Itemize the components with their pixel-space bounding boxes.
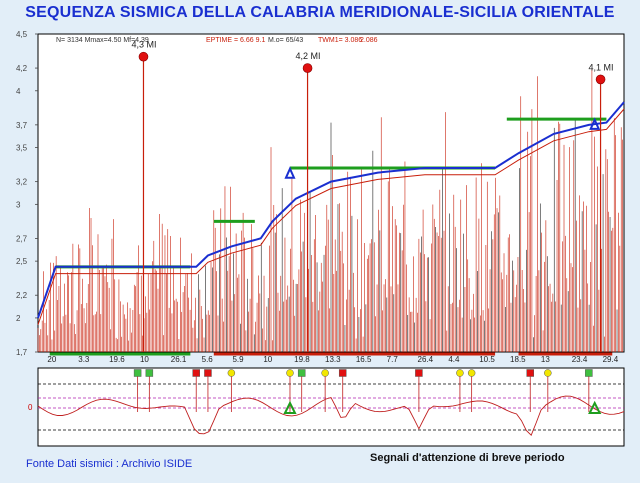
y-tick-label: 4,2 <box>16 64 28 73</box>
x-tick-label: 26.1 <box>171 355 187 364</box>
y-tick-label: 2 <box>16 314 21 323</box>
signal-marker-yellow <box>467 369 476 377</box>
bottom-panel <box>37 367 625 447</box>
event-spikes <box>37 69 623 352</box>
x-tick-label: 16.5 <box>356 355 372 364</box>
signal-marker-green <box>133 369 142 377</box>
signal-marker-yellow <box>227 369 236 377</box>
header-twm2: 2.086 <box>360 37 378 44</box>
y-tick-label: 2,2 <box>16 291 28 300</box>
mainshock-label: 4,3 MI <box>131 40 156 50</box>
signal-marker-yellow <box>321 369 329 377</box>
signal-marker-green <box>145 369 154 377</box>
x-tick-label: 4.4 <box>448 355 460 364</box>
trend-line <box>37 101 625 319</box>
signal-marker-yellow <box>286 369 294 377</box>
source-note: Fonte Dati sismici : Archivio ISIDE <box>26 458 193 470</box>
header-mo: M.o= 65/43 <box>268 37 303 44</box>
x-tick-label: 13.3 <box>325 355 341 364</box>
y-tick-label: 3 <box>16 200 21 209</box>
x-tick-label: 10 <box>263 355 272 364</box>
mainshock-label: 4,2 MI <box>296 51 321 61</box>
signal-marker-green <box>297 369 306 377</box>
signal-marker-yellow <box>456 369 464 377</box>
signal-marker-red <box>338 369 347 377</box>
x-tick-label: 10 <box>140 355 149 364</box>
y-tick-label: 1,7 <box>16 348 28 357</box>
x-tick-label: 7.7 <box>387 355 399 364</box>
header-eptime: EPTIME = 6.66 9.1 <box>206 37 265 44</box>
warning-triangle <box>589 117 601 130</box>
y-tick-label: 3,2 <box>16 178 28 187</box>
mainshock-marker <box>138 51 149 62</box>
signal-marker-green <box>585 369 593 377</box>
warning-triangle <box>284 166 296 179</box>
x-tick-label: 3.3 <box>78 355 90 364</box>
bottom-triangle <box>588 400 602 414</box>
mainshock-label: 4,1 MI <box>589 62 614 72</box>
page-title: SEQUENZA SISMICA DELLA CALABRIA MERIDION… <box>25 4 615 21</box>
y-tick-label: 4,5 <box>16 30 28 39</box>
x-tick-label: 19.6 <box>109 355 125 364</box>
signal-marker-red <box>204 369 212 377</box>
bottom-y-label: 0 <box>28 403 33 412</box>
signal-marker-red <box>415 369 423 377</box>
signal-marker-red <box>192 369 200 377</box>
mainshock-marker <box>302 63 313 73</box>
header-twm: TWM1= 3.086 <box>318 37 362 44</box>
x-tick-label: 23.4 <box>572 355 588 364</box>
signals-note: Segnali d'attenzione di breve periodo <box>370 452 565 464</box>
y-tick-label: 3,7 <box>16 121 28 130</box>
mainshock-marker <box>595 74 606 85</box>
y-tick-label: 2,7 <box>16 234 28 243</box>
x-tick-label: 5.9 <box>232 355 244 364</box>
y-tick-label: 4 <box>16 87 21 96</box>
x-tick-label: 13 <box>541 355 550 364</box>
x-tick-label: 5.6 <box>202 355 214 364</box>
y-tick-label: 2,5 <box>16 257 28 266</box>
x-tick-label: 20 <box>47 355 56 364</box>
signal-marker-yellow <box>544 369 552 377</box>
bottom-triangle <box>283 400 297 414</box>
x-tick-label: 29.4 <box>603 355 619 364</box>
x-tick-label: 19.8 <box>294 355 310 364</box>
signal-marker-red <box>526 369 534 377</box>
x-tick-label: 26.4 <box>418 355 434 364</box>
x-tick-label: 18.5 <box>510 355 526 364</box>
trend-envelope <box>37 108 625 325</box>
x-tick-label: 10.5 <box>479 355 495 364</box>
header-info-left: N= 3134 Mmax=4.50 Mf=4.39 <box>56 37 149 44</box>
signal-curve <box>37 395 625 436</box>
y-tick-label: 3,5 <box>16 144 28 153</box>
